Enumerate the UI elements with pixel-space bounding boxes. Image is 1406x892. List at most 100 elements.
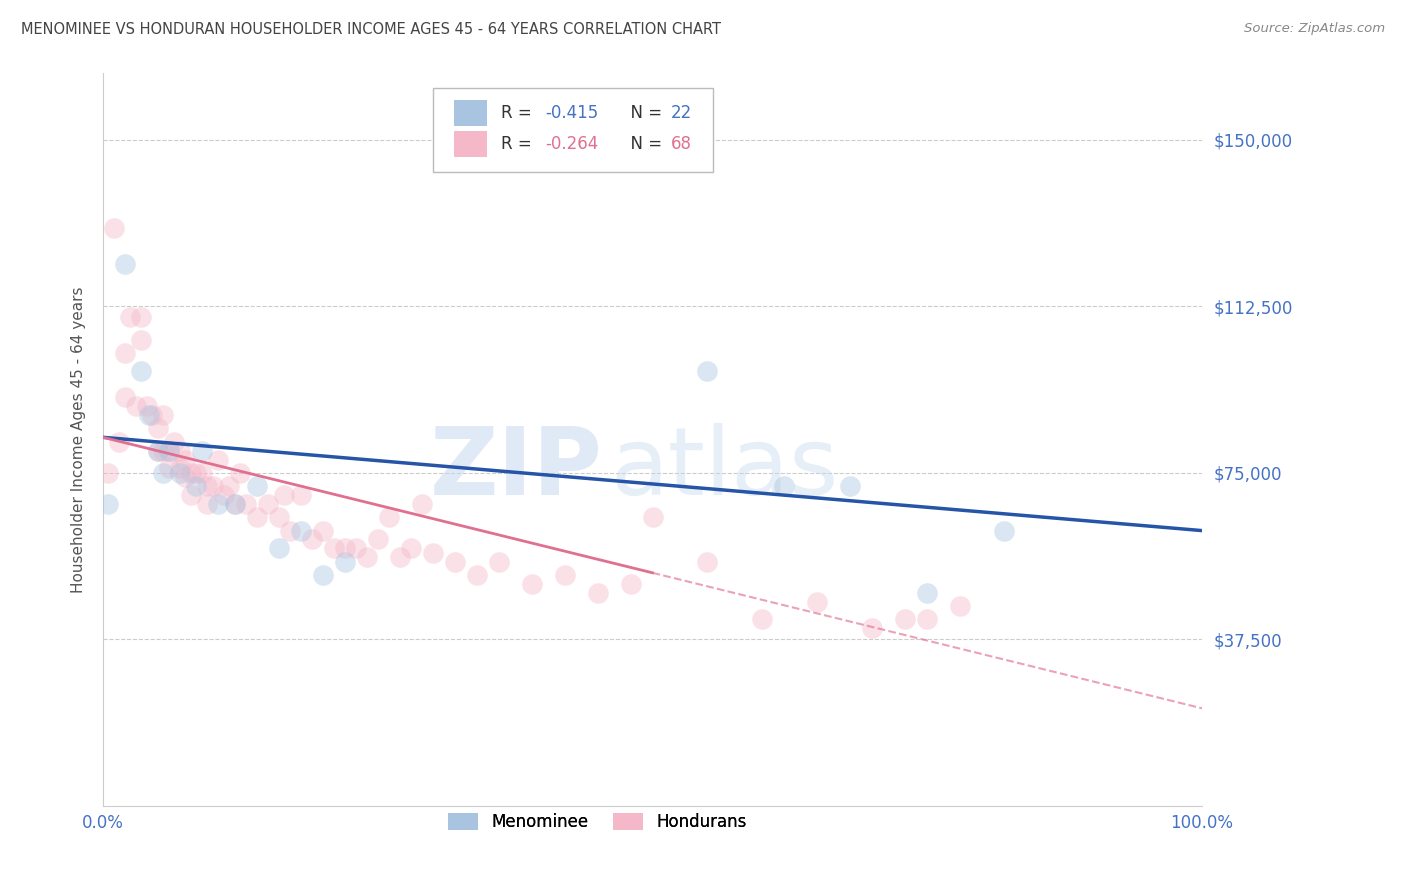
Point	[333, 541, 356, 556]
Point	[278, 524, 301, 538]
Point	[224, 497, 246, 511]
FancyBboxPatch shape	[454, 100, 486, 127]
Point	[169, 466, 191, 480]
Point	[186, 466, 208, 480]
Point	[152, 443, 174, 458]
Point	[367, 533, 389, 547]
Point	[108, 434, 131, 449]
Point	[322, 541, 344, 556]
Point	[114, 390, 136, 404]
Point	[229, 466, 252, 480]
FancyBboxPatch shape	[433, 87, 713, 172]
Point	[267, 541, 290, 556]
Point	[273, 488, 295, 502]
Point	[949, 599, 972, 614]
Point	[443, 555, 465, 569]
FancyBboxPatch shape	[454, 131, 486, 157]
Text: -0.415: -0.415	[544, 104, 598, 122]
Point	[860, 621, 883, 635]
Point	[619, 577, 641, 591]
Point	[411, 497, 433, 511]
Point	[201, 479, 224, 493]
Point	[696, 555, 718, 569]
Text: atlas: atlas	[610, 423, 839, 515]
Text: N =: N =	[620, 135, 666, 153]
Point	[422, 546, 444, 560]
Point	[312, 568, 335, 582]
Point	[256, 497, 278, 511]
Point	[114, 346, 136, 360]
Point	[751, 612, 773, 626]
Point	[806, 595, 828, 609]
Point	[773, 479, 796, 493]
Point	[399, 541, 422, 556]
Point	[157, 443, 180, 458]
Point	[301, 533, 323, 547]
Point	[212, 488, 235, 502]
Point	[246, 510, 269, 524]
Point	[488, 555, 510, 569]
Legend: Menominee, Hondurans: Menominee, Hondurans	[441, 806, 754, 838]
Point	[235, 497, 257, 511]
Point	[174, 470, 197, 484]
Point	[195, 479, 218, 493]
Point	[157, 443, 180, 458]
Point	[290, 488, 312, 502]
Point	[191, 443, 214, 458]
Point	[344, 541, 367, 556]
Point	[180, 488, 202, 502]
Text: -0.264: -0.264	[544, 135, 598, 153]
Point	[97, 497, 120, 511]
Point	[146, 443, 169, 458]
Point	[839, 479, 862, 493]
Point	[993, 524, 1015, 538]
Point	[520, 577, 543, 591]
Point	[125, 399, 148, 413]
Point	[696, 364, 718, 378]
Point	[152, 466, 174, 480]
Point	[120, 310, 142, 325]
Text: 68: 68	[671, 135, 692, 153]
Point	[138, 408, 160, 422]
Text: MENOMINEE VS HONDURAN HOUSEHOLDER INCOME AGES 45 - 64 YEARS CORRELATION CHART: MENOMINEE VS HONDURAN HOUSEHOLDER INCOME…	[21, 22, 721, 37]
Point	[135, 399, 157, 413]
Point	[169, 461, 191, 475]
Point	[554, 568, 576, 582]
Point	[131, 364, 153, 378]
Point	[333, 555, 356, 569]
Point	[894, 612, 917, 626]
Point	[103, 221, 125, 235]
Point	[131, 333, 153, 347]
Point	[356, 550, 378, 565]
Text: N =: N =	[620, 104, 666, 122]
Point	[312, 524, 335, 538]
Point	[377, 510, 399, 524]
Point	[917, 612, 939, 626]
Point	[97, 466, 120, 480]
Point	[246, 479, 269, 493]
Point	[195, 497, 218, 511]
Point	[169, 443, 191, 458]
Point	[152, 408, 174, 422]
Point	[186, 479, 208, 493]
Point	[388, 550, 411, 565]
Point	[114, 257, 136, 271]
Point	[163, 434, 186, 449]
Point	[218, 479, 240, 493]
Point	[207, 452, 229, 467]
Text: Source: ZipAtlas.com: Source: ZipAtlas.com	[1244, 22, 1385, 36]
Point	[207, 497, 229, 511]
Point	[224, 497, 246, 511]
Point	[641, 510, 664, 524]
Text: ZIP: ZIP	[430, 423, 603, 515]
Point	[146, 421, 169, 435]
Point	[465, 568, 488, 582]
Point	[180, 466, 202, 480]
Point	[174, 452, 197, 467]
Point	[290, 524, 312, 538]
Y-axis label: Householder Income Ages 45 - 64 years: Householder Income Ages 45 - 64 years	[72, 286, 86, 593]
Point	[146, 443, 169, 458]
Point	[267, 510, 290, 524]
Text: R =: R =	[501, 135, 537, 153]
Point	[157, 461, 180, 475]
